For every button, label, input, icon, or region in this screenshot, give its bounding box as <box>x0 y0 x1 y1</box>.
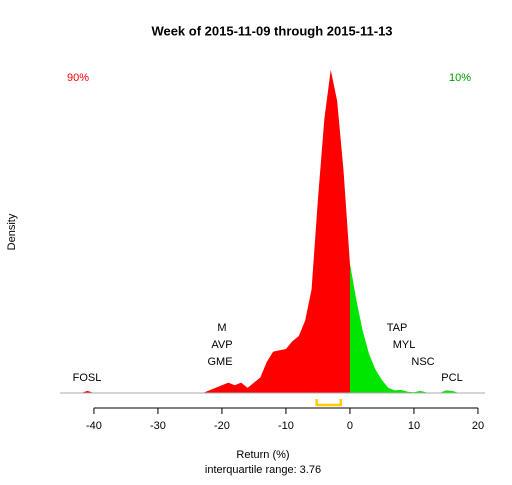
x-tick-label: -20 <box>214 420 230 432</box>
annotation: 90% <box>67 72 89 84</box>
annotation: M <box>217 322 226 334</box>
annotation: AVP <box>211 339 232 351</box>
iqr-bracket <box>315 399 342 407</box>
x-tick-label: 20 <box>472 420 484 432</box>
x-tick-label: 10 <box>408 420 420 432</box>
y-axis-label: Density <box>6 213 18 250</box>
x-tick-label: -40 <box>86 420 102 432</box>
x-tick-label: -10 <box>278 420 294 432</box>
annotation: NSC <box>411 356 434 368</box>
annotation: 10% <box>449 72 471 84</box>
x-axis-label: Return (%) <box>236 449 289 461</box>
subtitle: interquartile range: 3.76 <box>205 464 321 476</box>
annotation: FOSL <box>73 372 102 384</box>
density-area <box>61 69 485 393</box>
annotation: TAP <box>387 322 408 334</box>
x-tick-label: -30 <box>150 420 166 432</box>
x-tick-label: 0 <box>347 420 353 432</box>
chart-title: Week of 2015-11-09 through 2015-11-13 <box>151 23 392 38</box>
annotation: GME <box>207 356 232 368</box>
annotation: MYL <box>393 339 416 351</box>
annotation: PCL <box>441 372 462 384</box>
